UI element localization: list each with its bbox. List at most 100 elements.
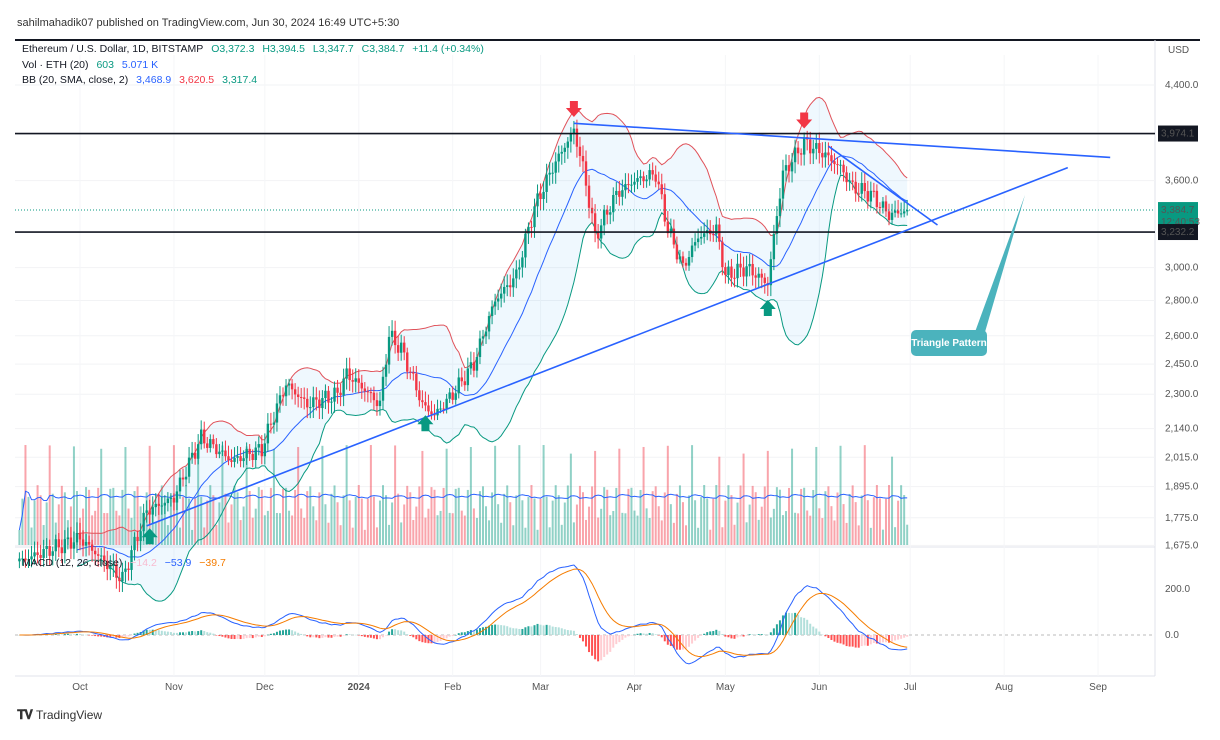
candle-body (424, 402, 427, 406)
volume-bar (412, 520, 415, 545)
macd-histogram-bar (563, 629, 566, 635)
macd-histogram-bar (200, 630, 203, 635)
volume-bar (536, 529, 539, 545)
volume-bar (351, 527, 354, 545)
macd-histogram-bar (630, 635, 633, 636)
macd-histogram-bar (269, 633, 272, 635)
price-tick-label: 2,800.0 (1165, 295, 1199, 306)
macd-histogram-bar (763, 634, 766, 635)
volume-bar (360, 498, 363, 545)
candle-body (745, 266, 748, 277)
candle-body (509, 285, 512, 288)
candle-body (154, 503, 157, 508)
volume-bar (400, 522, 403, 545)
macd-histogram-bar (360, 635, 363, 637)
volume-bar (585, 519, 588, 545)
macd-histogram-bar (451, 635, 454, 636)
macd-histogram-bar (100, 635, 103, 637)
macd-histogram-bar (527, 626, 530, 635)
volume-bar (651, 491, 654, 545)
volume-bar (509, 502, 512, 545)
candle-body (312, 397, 315, 408)
candle-body (327, 390, 330, 403)
macd-histogram-bar (748, 634, 751, 635)
candle-body (148, 510, 151, 515)
volume-bar (372, 496, 375, 545)
macd-histogram-bar (685, 635, 687, 649)
macd-histogram-bar (715, 629, 718, 635)
volume-bar (784, 511, 787, 545)
candle-body (869, 190, 873, 202)
candle-body (672, 228, 676, 245)
candle-body (212, 439, 215, 445)
candle-body (181, 477, 185, 480)
macd-histogram-bar (297, 632, 300, 635)
candle-body (675, 244, 679, 260)
candle-body (478, 338, 482, 358)
macd-histogram-bar (557, 627, 560, 635)
volume-bar (818, 508, 821, 545)
macd-histogram-bar (503, 625, 506, 635)
candle-body (657, 181, 660, 185)
macd-histogram-bar (481, 627, 484, 635)
macd-histogram-bar (730, 635, 733, 639)
macd-histogram-bar (554, 627, 557, 635)
macd-histogram-bar (397, 630, 400, 635)
volume-bar (236, 492, 239, 545)
volume-bar (609, 515, 612, 545)
macd-histogram-bar (766, 634, 769, 636)
macd-histogram-bar (351, 634, 354, 636)
candle-body (621, 190, 624, 197)
macd-histogram-bar (424, 635, 427, 643)
time-tick-label: Nov (165, 682, 183, 693)
volume-bar (197, 445, 200, 545)
currency-label: USD (1168, 45, 1189, 56)
macd-histogram-bar (342, 635, 345, 636)
macd-histogram-bar (260, 635, 263, 638)
macd-histogram-bar (897, 635, 900, 640)
volume-bar (433, 489, 436, 545)
volume-label: Vol · ETH (20) (22, 59, 89, 71)
macd-histogram-bar (60, 634, 63, 635)
candle-body (78, 532, 82, 540)
volume-bar (869, 527, 872, 545)
macd-histogram-bar (642, 633, 645, 635)
candle-body (518, 267, 521, 270)
volume-bar (233, 485, 236, 545)
close-value: C3,384.7 (361, 43, 405, 55)
candle-body (218, 451, 221, 455)
macd-histogram-bar (903, 635, 906, 638)
volume-bar (427, 508, 430, 545)
candle-body (315, 397, 318, 400)
volume-bar (330, 493, 333, 545)
triangle-pattern-callout[interactable]: Triangle Pattern (911, 330, 987, 356)
volume-bar (591, 486, 594, 545)
candle-body (496, 298, 500, 302)
macd-histogram-bar (63, 634, 66, 635)
macd-histogram-bar (69, 634, 72, 635)
candle-body (51, 551, 54, 556)
macd-histogram-bar (166, 631, 169, 635)
volume-bar (597, 517, 600, 545)
macd-histogram-bar (412, 635, 415, 638)
volume-bar (85, 487, 88, 545)
macd-histogram-bar (333, 635, 336, 637)
volume-bar (833, 520, 836, 545)
publisher-line: sahilmahadik07 published on TradingView.… (17, 17, 400, 29)
candle-body (472, 362, 476, 371)
volume-bar (830, 506, 833, 545)
candle-body (121, 571, 124, 582)
macd-histogram-bar (457, 633, 460, 635)
candle-body (348, 368, 351, 381)
volume-bar (288, 510, 291, 545)
tradingview-logo: 𝐓𝐕 TradingView (17, 707, 102, 723)
macd-histogram-bar (800, 617, 803, 635)
candle-body (596, 231, 600, 239)
macd-histogram-bar (445, 635, 448, 639)
volume-bar (515, 495, 518, 545)
candle-body (475, 357, 479, 371)
open-value: O3,372.3 (211, 43, 255, 55)
candle-body (872, 190, 876, 192)
high-value: H3,394.5 (262, 43, 305, 55)
